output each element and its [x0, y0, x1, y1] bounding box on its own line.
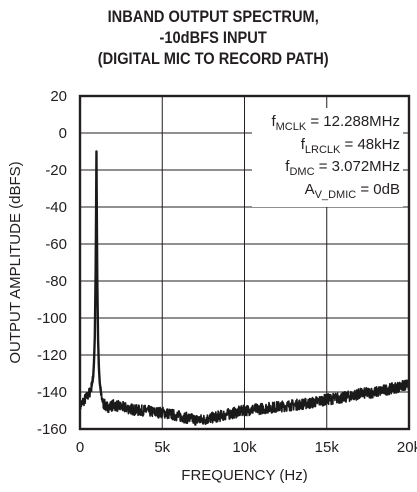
y-tick-label: 20	[50, 88, 67, 105]
y-tick-label: 0	[59, 125, 67, 142]
plot-frame	[78, 94, 411, 431]
series-peak	[90, 150, 103, 396]
y-tick-label: -160	[37, 421, 67, 438]
annotation-1: fMCLK = 12.288MHz	[271, 113, 400, 133]
y-tick-label: -80	[45, 273, 67, 290]
x-tick-label: 5k	[154, 439, 170, 456]
chart-title-line-2: -10dBFS INPUT	[159, 28, 267, 47]
y-tick-label: -40	[45, 199, 67, 216]
x-tick-label: 0	[76, 439, 84, 456]
y-tick-label: -20	[45, 162, 67, 179]
annotation-3: fDMC = 3.072MHz	[285, 158, 400, 178]
x-tick-label: 20k	[397, 439, 417, 456]
annotation-box	[252, 108, 403, 207]
chart-title: INBAND OUTPUT SPECTRUM, -10dBFS INPUT (D…	[34, 6, 393, 69]
x-tick-label: 15k	[315, 439, 340, 456]
annotation-4: AV_DMIC = 0dB	[305, 181, 400, 201]
series-line-output-spectrum	[79, 150, 410, 426]
y-tick-label: -60	[45, 236, 67, 253]
y-tick-label: -120	[37, 347, 67, 364]
y-axis-label: OUTPUT AMPLITUDE (dBFS)	[7, 161, 24, 363]
chart-title-line-3: (DIGITAL MIC TO RECORD PATH)	[97, 49, 329, 68]
x-tick-label: 10k	[232, 439, 257, 456]
chart-title-line-1: INBAND OUTPUT SPECTRUM,	[107, 7, 319, 26]
x-axis-label: FREQUENCY (Hz)	[181, 467, 307, 484]
y-tick-label: -100	[37, 310, 67, 327]
y-tick-label: -140	[37, 384, 67, 401]
annotation-2: fLRCLK = 48kHz	[301, 136, 400, 156]
